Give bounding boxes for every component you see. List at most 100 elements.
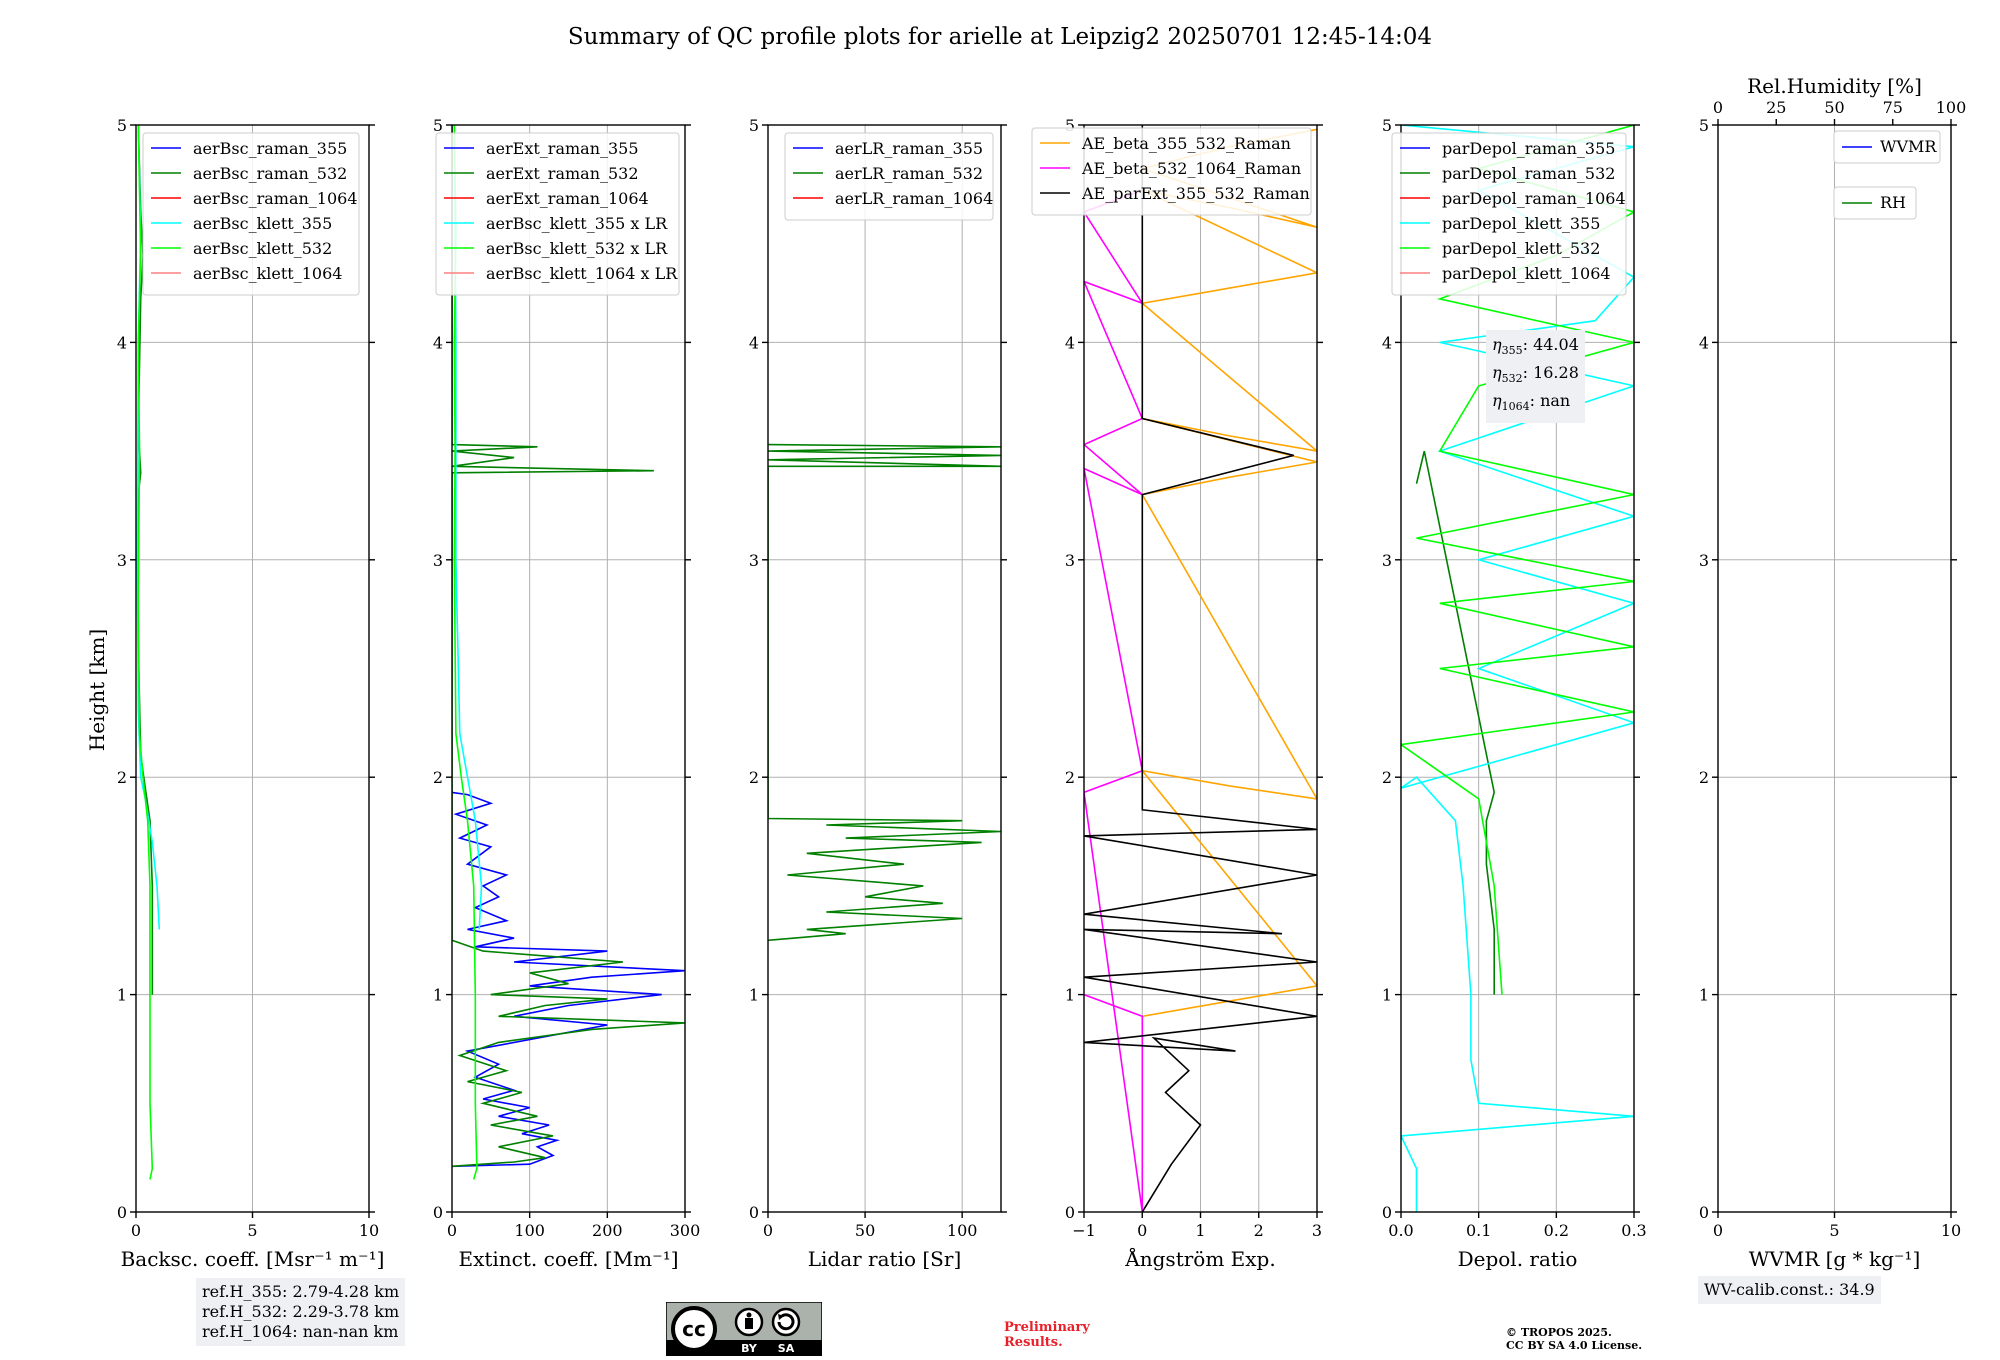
legend-box bbox=[142, 132, 360, 296]
y-tick-label: 4 bbox=[749, 333, 759, 352]
preliminary-results: Preliminary Results. bbox=[1004, 1320, 1090, 1350]
y-tick-label: 1 bbox=[1065, 986, 1075, 1005]
figure-title: Summary of QC profile plots for arielle … bbox=[568, 24, 1432, 50]
series-line-AE_beta_532_1064_Raman bbox=[1084, 189, 1145, 1212]
x-tick-label: 5 bbox=[247, 1221, 257, 1240]
legend-label-parDepol_klett_532: parDepol_klett_532 bbox=[1442, 239, 1600, 258]
legend-label-aerLR_raman_1064: aerLR_raman_1064 bbox=[835, 189, 993, 208]
legend-box bbox=[784, 132, 994, 221]
y-tick-label: 1 bbox=[749, 986, 759, 1005]
x-axis-label: WVMR [g * kg⁻¹] bbox=[1749, 1247, 1921, 1271]
top-x-tick-label: 75 bbox=[1883, 98, 1903, 117]
sa-share-icon bbox=[771, 1307, 801, 1337]
reference-heights-box: ref.H_355: 2.79-4.28 km ref.H_532: 2.29-… bbox=[196, 1278, 406, 1346]
y-tick-label: 4 bbox=[1699, 333, 1709, 352]
series-group bbox=[768, 443, 1001, 942]
plot-frame bbox=[767, 124, 1002, 1213]
x-tick-label: 50 bbox=[855, 1221, 875, 1240]
legend-label-aerBsc_klett_532 x LR: aerBsc_klett_532 x LR bbox=[486, 239, 668, 258]
y-tick-label: 3 bbox=[1065, 551, 1075, 570]
preliminary-line2: Results. bbox=[1004, 1335, 1063, 1350]
panel-1: 0 1 2 3 4 5 0 5 10 Backsc. coeff. [Msr⁻¹ m⁻¹] aerB… bbox=[117, 116, 385, 1271]
y-tick-label: 2 bbox=[1065, 768, 1075, 787]
series-group bbox=[452, 125, 685, 1180]
series-line-parDepol_klett_355 bbox=[1401, 125, 1634, 1212]
preliminary-line1: Preliminary bbox=[1004, 1320, 1090, 1335]
cc-by-sa-badge: cc BY SA bbox=[666, 1302, 822, 1356]
x-tick-label: 0 bbox=[763, 1221, 773, 1240]
x-tick-label: 100 bbox=[514, 1221, 545, 1240]
legend-label-aerExt_raman_355: aerExt_raman_355 bbox=[486, 139, 639, 158]
x-tick-label: 5 bbox=[1829, 1221, 1839, 1240]
y-tick-label: 2 bbox=[749, 768, 759, 787]
legend-label-aerLR_raman_532: aerLR_raman_532 bbox=[835, 164, 983, 183]
legend-label-AE_beta_355_532_Raman: AE_beta_355_532_Raman bbox=[1081, 134, 1291, 153]
x-tick-label: 3 bbox=[1312, 1221, 1322, 1240]
legend-label-parDepol_raman_532: parDepol_raman_532 bbox=[1442, 164, 1615, 183]
eta-box: η355: 44.04 η532: 16.28 η1064: nan bbox=[1486, 330, 1585, 423]
legend-label-aerBsc_klett_355 x LR: aerBsc_klett_355 x LR bbox=[486, 214, 668, 233]
y-tick-label: 5 bbox=[1699, 116, 1709, 135]
legend-label-parDepol_raman_1064: parDepol_raman_1064 bbox=[1442, 189, 1626, 208]
panel-2: 0 1 2 3 4 5 0 100 200 300 Extinct. coeff. [Mm⁻¹] ae… bbox=[433, 116, 700, 1271]
x-tick-label: 200 bbox=[592, 1221, 623, 1240]
x-tick-label: 100 bbox=[947, 1221, 978, 1240]
x-tick-label: 2 bbox=[1254, 1221, 1264, 1240]
y-tick-label: 5 bbox=[1065, 116, 1075, 135]
y-tick-label: 1 bbox=[1382, 986, 1392, 1005]
y-tick-label: 4 bbox=[1382, 333, 1392, 352]
x-axis-label: Ångström Exp. bbox=[1124, 1246, 1275, 1271]
y-tick-label: 3 bbox=[1699, 551, 1709, 570]
legend-box bbox=[1833, 130, 1941, 164]
legend-label-aerExt_raman_1064: aerExt_raman_1064 bbox=[486, 189, 649, 208]
series-line-aerBsc_klett_532 bbox=[137, 125, 154, 1180]
legend-label-aerLR_raman_355: aerLR_raman_355 bbox=[835, 139, 983, 158]
series-line-AE_beta_355_532_Raman bbox=[1139, 128, 1317, 1018]
x-tick-label: 0.1 bbox=[1466, 1221, 1491, 1240]
x-tick-label: 10 bbox=[359, 1221, 379, 1240]
legend-label-AE_parExt_355_532_Raman: AE_parExt_355_532_Raman bbox=[1081, 184, 1310, 203]
y-tick-label: 0 bbox=[1699, 1203, 1709, 1222]
y-tick-label: 0 bbox=[1065, 1203, 1075, 1222]
series-line-aerExt_raman_532 bbox=[452, 125, 685, 1168]
legend-label-aerExt_raman_532: aerExt_raman_532 bbox=[486, 164, 639, 183]
y-tick-label: 5 bbox=[117, 116, 127, 135]
top-x-tick-label: 25 bbox=[1766, 98, 1786, 117]
y-tick-label: 5 bbox=[1382, 116, 1392, 135]
legend-label-aerBsc_klett_1064 x LR: aerBsc_klett_1064 x LR bbox=[486, 264, 678, 283]
eta-532: η532: 16.28 bbox=[1492, 363, 1579, 386]
y-tick-label: 3 bbox=[749, 551, 759, 570]
top-x-tick-label: 50 bbox=[1824, 98, 1844, 117]
x-tick-label: 0 bbox=[131, 1221, 141, 1240]
series-line-parDepol_raman_532 bbox=[1415, 450, 1496, 995]
y-tick-label: 4 bbox=[117, 333, 127, 352]
copyright-line2: CC BY SA 4.0 License. bbox=[1506, 1339, 1643, 1352]
plot-frame bbox=[1400, 124, 1635, 1213]
wv-calib-text: WV-calib.const.: 34.9 bbox=[1704, 1280, 1875, 1299]
legend-box bbox=[1031, 127, 1312, 216]
y-tick-label: 3 bbox=[1382, 551, 1392, 570]
cc-sa-label: SA bbox=[778, 1342, 795, 1355]
legend-label-aerBsc_raman_1064: aerBsc_raman_1064 bbox=[193, 189, 358, 208]
legend-RH: RH bbox=[1833, 186, 1917, 220]
y-tick-label: 4 bbox=[433, 333, 443, 352]
y-tick-label: 5 bbox=[433, 116, 443, 135]
legend-label-aerBsc_raman_532: aerBsc_raman_532 bbox=[193, 164, 347, 183]
legend: aerLR_raman_355 aerLR_raman_532 aerLR_rama… bbox=[784, 132, 994, 221]
y-tick-label: 4 bbox=[1065, 333, 1075, 352]
x-axis-label: Backsc. coeff. [Msr⁻¹ m⁻¹] bbox=[121, 1247, 385, 1271]
y-tick-label: 2 bbox=[1699, 768, 1709, 787]
ref-height-355: ref.H_355: 2.79-4.28 km bbox=[202, 1282, 400, 1301]
x-axis-label: Extinct. coeff. [Mm⁻¹] bbox=[458, 1247, 678, 1271]
x-tick-label: 0.0 bbox=[1388, 1221, 1413, 1240]
legend-label-parDepol_klett_1064: parDepol_klett_1064 bbox=[1442, 264, 1611, 283]
copyright-notice: © TROPOS 2025. CC BY SA 4.0 License. bbox=[1506, 1326, 1642, 1352]
legend-label-aerBsc_klett_1064: aerBsc_klett_1064 bbox=[193, 264, 342, 283]
y-axis-label: Height [km] bbox=[85, 629, 109, 751]
eta-1064: η1064: nan bbox=[1492, 391, 1571, 414]
wv-calib-box: WV-calib.const.: 34.9 bbox=[1698, 1276, 1881, 1304]
panel-5: 0 1 2 3 4 5 0.0 0.1 0.2 0.3 Depol. ratio parDepol_r… bbox=[1382, 116, 1647, 1271]
legend-label-aerBsc_klett_532: aerBsc_klett_532 bbox=[193, 239, 332, 258]
legend: aerExt_raman_355 aerExt_raman_532 aerExt_r… bbox=[435, 132, 680, 296]
